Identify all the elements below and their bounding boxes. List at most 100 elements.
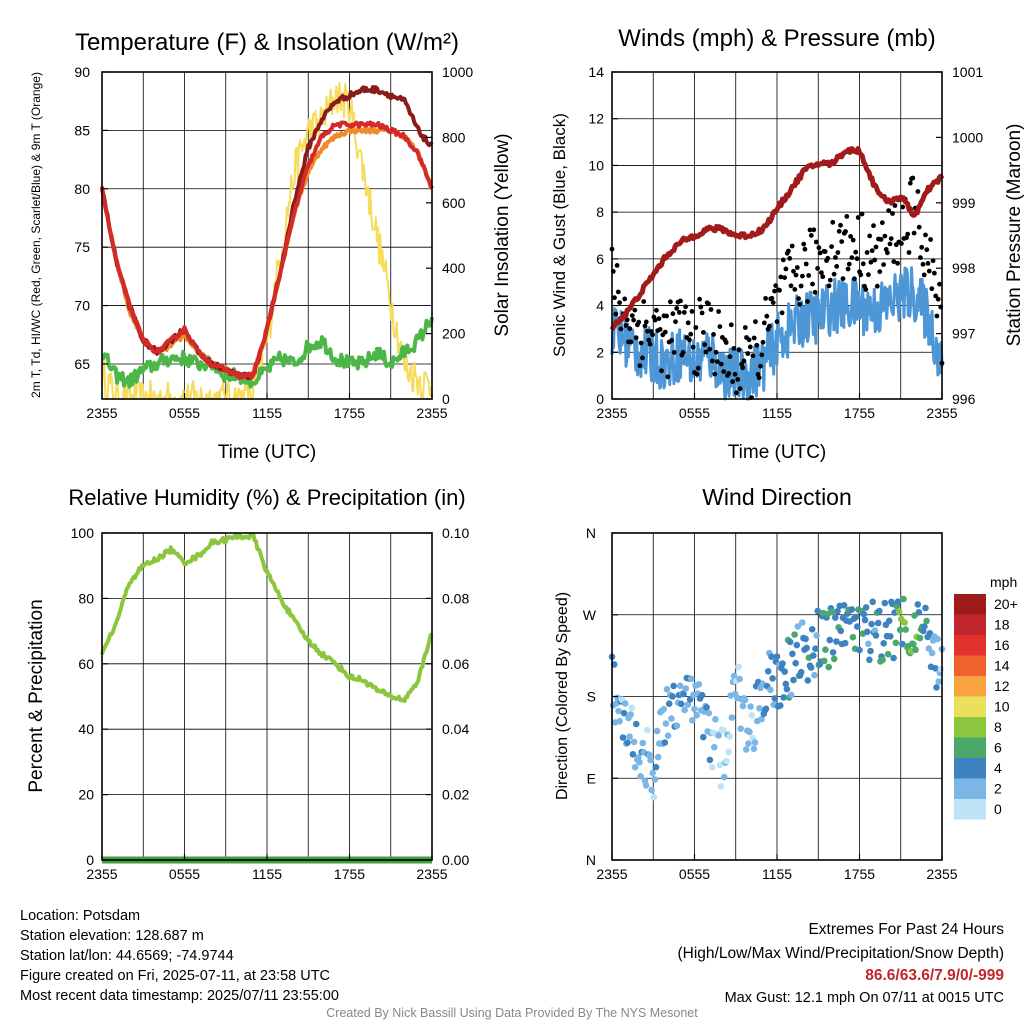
gust-point [670,311,676,317]
gust-point [812,289,818,295]
direction-point [932,665,939,672]
colorbar-label: 18 [994,617,1010,633]
gust-point [831,271,837,277]
y2-axis-label: Station Pressure (Maroon) [1004,124,1024,347]
direction-point [769,675,776,682]
gust-point [835,250,841,255]
direction-point [825,663,832,671]
direction-point [626,733,633,740]
gust-point [714,359,720,364]
direction-point [783,685,791,693]
direction-point [922,604,929,612]
gust-point [701,330,706,335]
direction-point [865,640,872,648]
gust-point [699,310,705,316]
x-tick-label: 2355 [416,866,447,882]
direction-point [650,793,658,801]
gust-point [858,272,864,278]
direction-point [808,626,816,633]
colorbar-swatch [954,696,986,717]
direction-point [629,751,637,758]
gust-point [657,327,663,332]
direction-point [768,653,775,660]
y-axis-label: Sonic Wind & Gust (Blue, Black) [550,113,569,357]
x-tick-label: 2355 [926,866,957,882]
direction-point [915,609,923,616]
direction-point [676,682,684,690]
colorbar-swatch [954,655,986,676]
gust-point [706,301,711,307]
y2-tick-label: 998 [952,260,976,276]
gust-point [680,350,686,355]
x-tick-label: 2355 [596,405,627,421]
gust-point [764,313,770,319]
y-tick-label: 8 [596,204,604,220]
gust-point [703,349,709,355]
gust-point [853,249,859,255]
direction-point [649,769,656,777]
direction-point [901,619,908,626]
gust-point [645,328,650,334]
sonic-wind-line [610,266,944,401]
gust-point [926,268,932,274]
y2-tick-label: 0 [442,391,450,407]
direction-point [621,700,629,707]
temperature-line [100,120,434,380]
direction-point [792,659,799,667]
direction-point [698,691,706,699]
gust-point [805,299,810,304]
gust-point [633,335,639,341]
gust-point [751,335,757,341]
gust-point [709,358,715,364]
direction-point [736,675,743,683]
y-axis-label: Direction (Colored By Speed) [554,592,571,800]
direction-point [682,685,689,692]
direction-point [786,638,794,646]
gust-point [796,296,801,301]
gust-point [732,371,738,377]
colorbar-swatch [954,614,986,635]
direction-point [670,682,677,690]
gust-point [838,222,843,228]
gust-point [806,273,812,278]
humidity-precip-panel: 0 20 40 60 80 100 0.00 0.02 0.04 0.06 0.08 0.10 2355… [26,485,469,882]
y-tick-label: 10 [588,157,604,173]
gust-point [846,261,852,267]
gust-point [779,310,785,316]
direction-point [876,607,883,615]
direction-point [902,626,909,633]
direction-point [884,650,892,658]
y2-tick-label: 999 [952,195,976,211]
colorbar-swatch [954,635,986,656]
direction-point [684,701,692,708]
gust-point [717,324,723,329]
y2-tick-label: 1000 [952,129,983,145]
x-tick-label: 2355 [86,866,117,882]
gust-point [631,317,636,323]
gust-point [813,239,819,245]
gust-point [933,293,939,299]
temperature-panel: 65 70 75 80 85 90 0 200 400 600 800 1000 2355 0555 115… [29,29,513,463]
direction-point [833,638,840,645]
gust-point [811,227,817,233]
gust-point [886,208,892,214]
direction-point [673,722,681,729]
gust-point [885,250,890,256]
x-tick-label: 1155 [762,405,792,421]
gust-point [871,223,876,229]
gust-point [881,262,886,267]
gust-point [788,283,794,289]
direction-point [791,631,798,638]
direction-point [861,616,869,624]
direction-point [708,764,716,771]
gust-point [712,371,718,377]
gust-point [750,353,756,359]
gust-point [646,337,652,343]
direction-point [706,756,714,764]
gust-point [810,281,815,287]
gust-point [698,304,704,310]
direction-point [880,640,887,647]
gust-point [797,301,803,307]
elevation-text: Station elevation: 128.687 m [20,928,204,944]
direction-point [822,646,829,653]
